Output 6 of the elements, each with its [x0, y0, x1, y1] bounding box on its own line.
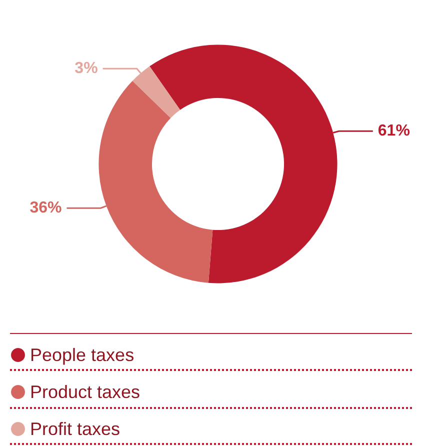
data-label: 3% — [74, 60, 98, 78]
data-label: 61% — [378, 122, 410, 140]
legend-label: Product taxes — [30, 382, 140, 402]
legend-label: People taxes — [30, 345, 134, 365]
legend-label: Profit taxes — [30, 419, 120, 439]
data-label: 36% — [30, 200, 62, 217]
